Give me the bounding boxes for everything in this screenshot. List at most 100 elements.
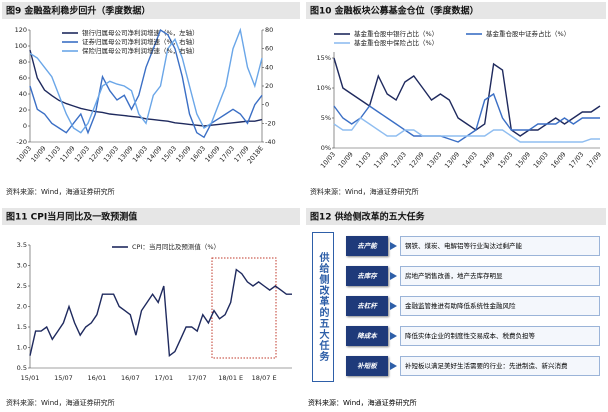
forecast-box	[211, 257, 277, 359]
y-tick-label: 1.5	[17, 323, 27, 331]
series-line	[333, 57, 601, 137]
task-name: 补短板	[346, 356, 388, 376]
y-tick-label: -20	[265, 119, 276, 127]
x-tick-label: 13/03	[425, 150, 443, 169]
y-tick-label: 2.5	[17, 282, 27, 290]
x-tick-label: 10/03	[15, 144, 33, 163]
y-tick-label: 120	[15, 26, 27, 34]
legend-label: 银行归属母公司净利润增速（%，左轴）	[82, 28, 199, 37]
series-line	[29, 268, 292, 358]
x-tick-label: 2018E	[246, 144, 265, 165]
task-row: 补短板 补短板以满足美好生活需要的行业：先进制造、新兴消费	[346, 356, 602, 376]
arrow	[390, 302, 397, 310]
arrow	[390, 362, 397, 370]
x-tick-label: 17/03	[218, 144, 236, 163]
source-note: 资料来源：Wind，海通证券研究所	[310, 187, 419, 196]
task-name: 去产能	[346, 236, 388, 256]
panel-title: 图9 金融盈利稳步回升（季度数据）	[6, 5, 150, 17]
task-text: 钢铁、煤炭、电解铝等行业淘汰过剩产能	[400, 236, 600, 256]
legend-label: 基金重仓股中保险占比（%）	[354, 38, 438, 47]
y-tick-label: 60	[19, 74, 27, 82]
task-row: 去杠杆 金融监管推进有助降低系统性金融风险	[346, 296, 602, 316]
header-bar	[306, 2, 606, 19]
arrow	[390, 242, 397, 250]
y-tick-label: 3.5	[17, 241, 27, 249]
source-note: 资料来源：Wind，海通证券研究所	[308, 399, 417, 407]
header-bar	[306, 208, 606, 225]
panel-title: 图12 供给侧改革的五大任务	[310, 211, 426, 223]
source-note: 资料来源：Wind，海通证券研究所	[6, 398, 115, 407]
legend-label: CPI：当月同比及预测值（%）	[132, 242, 220, 251]
x-tick-label: 15/09	[174, 144, 192, 163]
task-name: 降成本	[346, 326, 388, 346]
x-tick-label: 16/01	[88, 374, 107, 382]
x-tick-label: 12/03	[390, 150, 408, 169]
x-tick-label: 16/03	[532, 150, 550, 169]
x-tick-label: 12/03	[73, 144, 91, 163]
y-tick-label: 15%	[317, 54, 331, 62]
task-text: 金融监管推进有助降低系统性金融风险	[400, 296, 600, 316]
y-tick-label: 0	[265, 101, 269, 109]
panel-title: 图10 金融板块公募基金仓位（季度数据）	[310, 5, 479, 17]
x-tick-label: 13/03	[102, 144, 120, 163]
x-tick-label: 11/03	[354, 150, 372, 169]
y-tick-label: 100	[15, 42, 27, 50]
legend-label: 保险归属母公司净利润增速（%，右轴）	[82, 46, 199, 55]
series-line	[29, 28, 263, 139]
x-tick-label: 15/01	[21, 374, 40, 382]
x-tick-label: 17/09	[585, 150, 603, 169]
x-tick-label: 16/03	[189, 144, 207, 163]
x-tick-label: 11/09	[372, 150, 390, 169]
arrow	[390, 272, 397, 280]
y-tick-label: 40	[265, 63, 273, 71]
task-text: 降低实体企业的制度性交易成本、税费负担等	[400, 326, 600, 346]
task-name: 去库存	[346, 266, 388, 286]
diagram-label: 供给侧改革的五大任务	[312, 232, 334, 382]
header-bar	[2, 2, 300, 19]
y-tick-label: 10%	[317, 84, 331, 92]
series-line	[29, 49, 263, 127]
x-tick-label: 15/07	[54, 374, 73, 382]
y-tick-label: 2.0	[17, 303, 27, 311]
task-text: 房地产销售改善，地产去库存明显	[400, 266, 600, 286]
y-tick-label: 3.0	[17, 262, 27, 270]
legend-label: 证券归属母公司净利润增速（%，右轴）	[82, 37, 199, 46]
x-tick-label: 14/03	[461, 150, 479, 169]
x-tick-label: 17/07	[188, 374, 207, 382]
y-tick-label: 60	[265, 45, 273, 53]
task-name: 去杠杆	[346, 296, 388, 316]
x-tick-label: 17/03	[567, 150, 585, 169]
series-line	[333, 92, 600, 143]
y-tick-label: 0.5	[17, 364, 27, 372]
y-tick-label: 0	[23, 122, 27, 130]
x-tick-label: 10/09	[337, 150, 355, 169]
y-tick-label: 5%	[321, 114, 331, 122]
series-line	[29, 27, 263, 134]
y-tick-label: 20	[265, 82, 273, 90]
x-tick-label: 15/09	[514, 150, 532, 169]
panel-title: 图11 CPI当月同比及一致预测值	[6, 211, 137, 223]
x-tick-label: 10/09	[29, 144, 47, 163]
task-row: 去产能 钢铁、煤炭、电解铝等行业淘汰过剩产能	[346, 236, 602, 256]
y-tick-label: -20	[16, 138, 27, 146]
x-tick-label: 15/03	[160, 144, 178, 163]
x-tick-label: 11/09	[58, 144, 76, 163]
x-tick-label: 16/07	[121, 374, 140, 382]
x-tick-label: 15/03	[496, 150, 514, 169]
x-tick-label: 18/07 E	[252, 374, 277, 382]
y-tick-label: 80	[265, 26, 273, 34]
y-tick-label: 80	[19, 58, 27, 66]
task-row: 降成本 降低实体企业的制度性交易成本、税费负担等	[346, 326, 602, 346]
x-tick-label: 13/09	[443, 150, 461, 169]
y-tick-label: 1.0	[17, 344, 27, 352]
x-tick-label: 10/03	[319, 150, 337, 169]
y-tick-label: 20	[19, 106, 27, 114]
x-tick-label: 14/09	[478, 150, 496, 169]
arrow	[390, 332, 397, 340]
x-tick-label: 14/09	[145, 144, 163, 163]
x-tick-label: 16/09	[203, 144, 221, 163]
x-tick-label: 11/03	[44, 144, 62, 163]
legend-label: 基金重仓股中证券占比（%）	[486, 29, 570, 38]
